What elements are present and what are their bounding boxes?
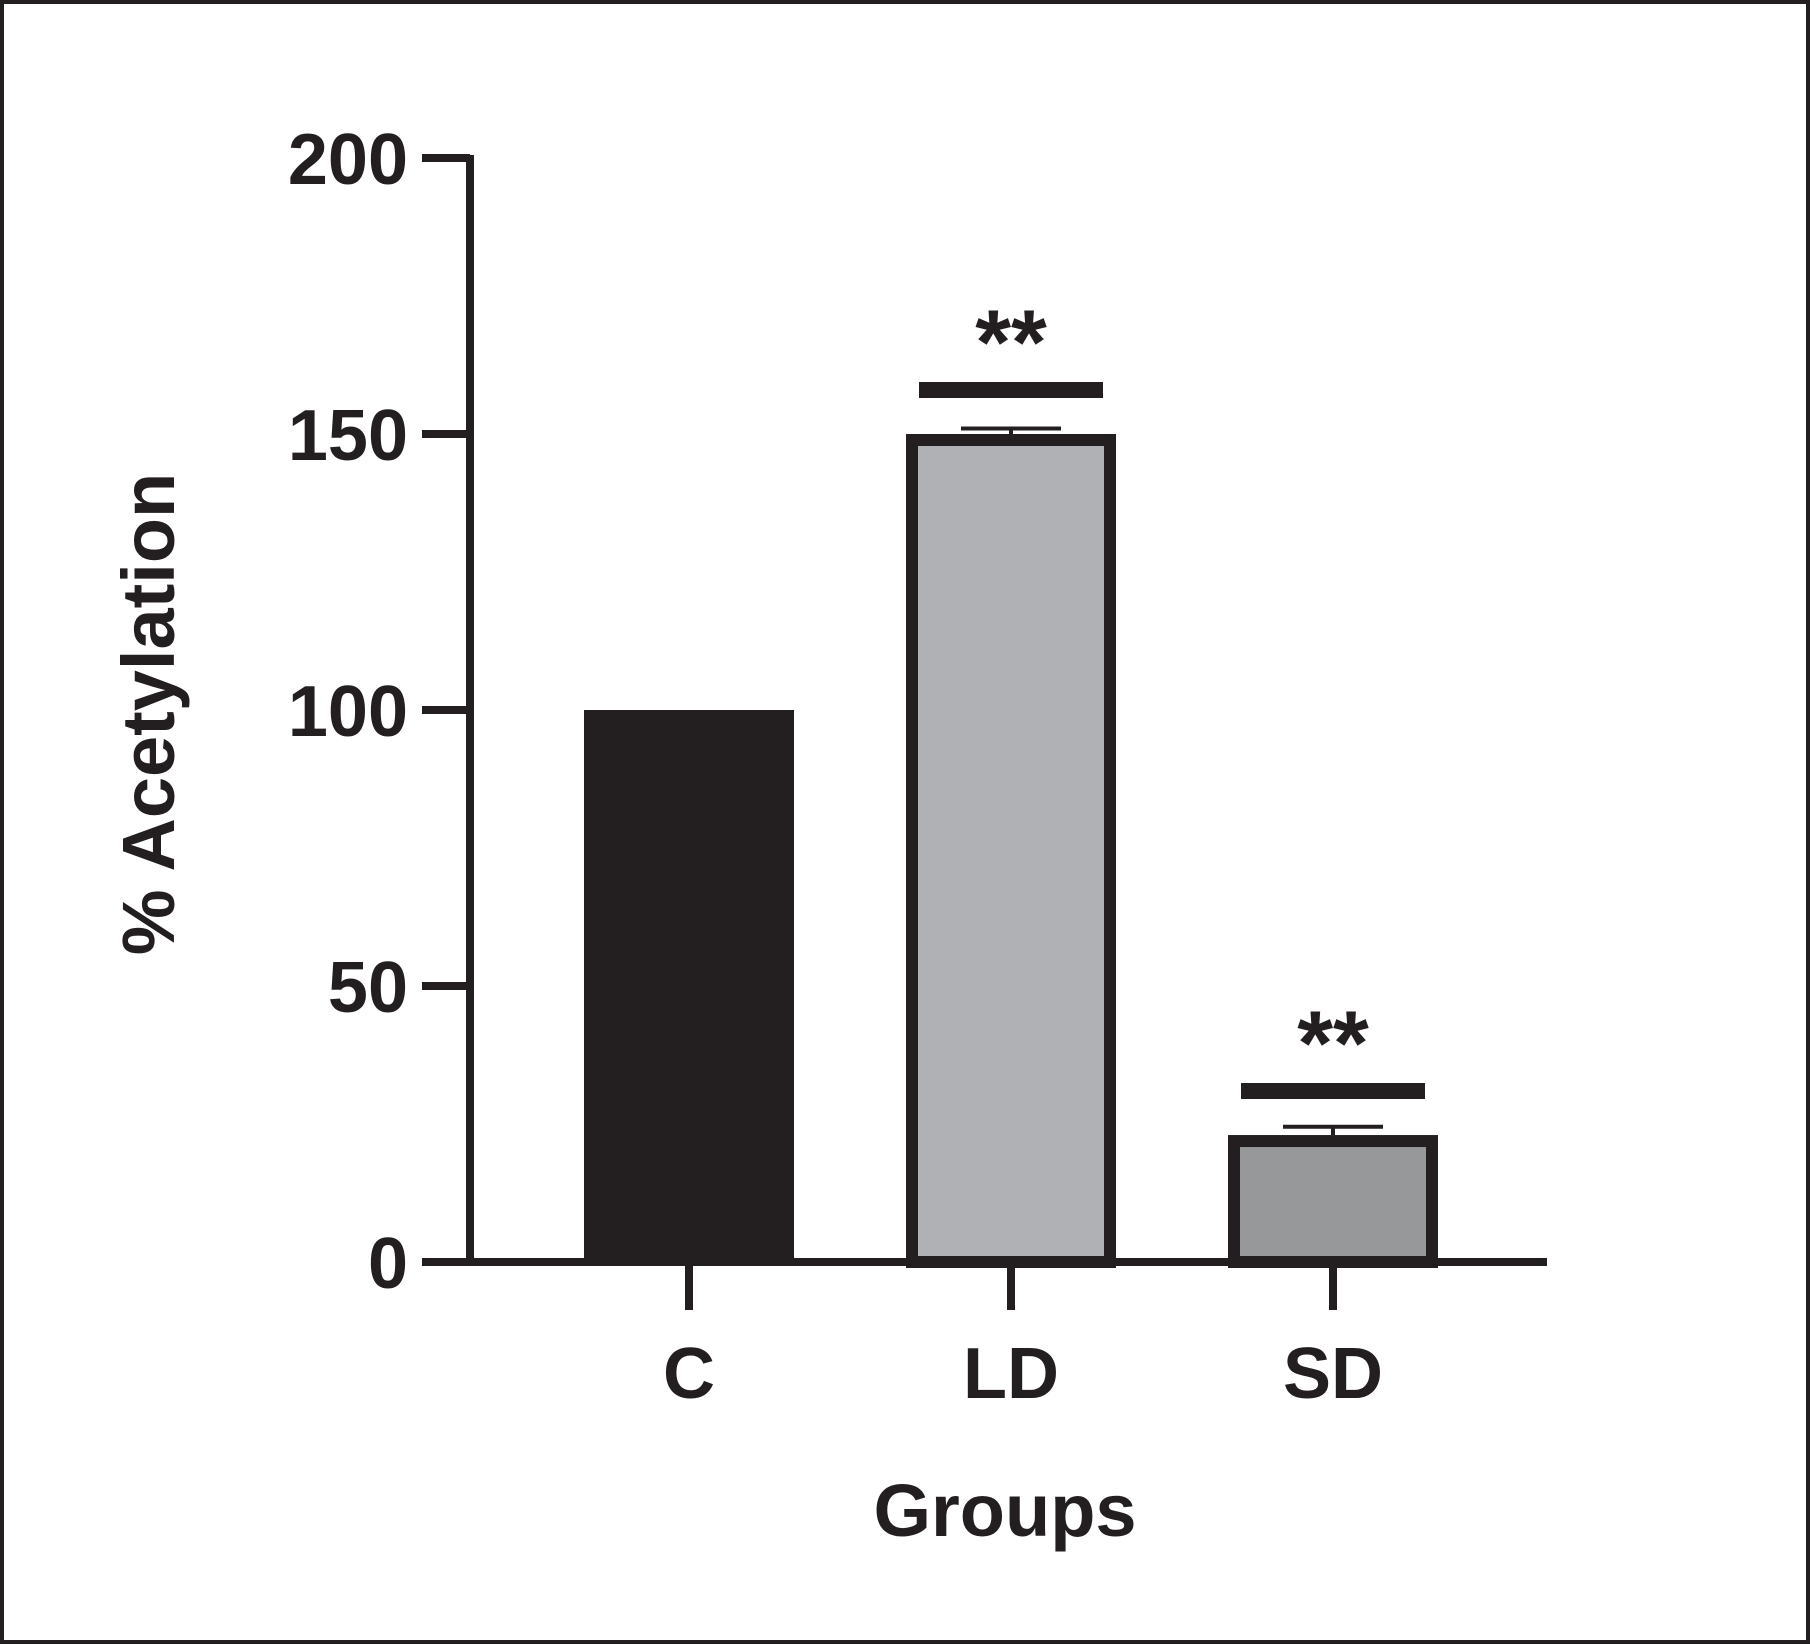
y-axis-label: % Acetylation bbox=[107, 473, 190, 955]
y-tick-label: 150 bbox=[288, 396, 408, 476]
significance-label-SD: ** bbox=[1297, 993, 1369, 1095]
x-tick-label-C: C bbox=[663, 1334, 715, 1414]
y-tick-label: 50 bbox=[328, 948, 408, 1028]
bar-chart: 0 50 100 150 200 C LD SD ** ** % Acetylation Gr… bbox=[107, 120, 1547, 1552]
x-tick-label-SD: SD bbox=[1283, 1334, 1383, 1414]
bar-SD bbox=[1228, 1135, 1438, 1269]
bars: ** ** bbox=[584, 292, 1438, 1269]
bar-LD bbox=[906, 434, 1116, 1268]
y-tick-label: 200 bbox=[288, 120, 408, 200]
x-axis-label: Groups bbox=[873, 1469, 1136, 1552]
y-tick-label: 0 bbox=[368, 1224, 408, 1304]
x-axis: C LD SD bbox=[466, 1258, 1547, 1414]
y-tick-label: 100 bbox=[288, 672, 408, 752]
x-tick-label-LD: LD bbox=[963, 1334, 1059, 1414]
significance-label-LD: ** bbox=[975, 292, 1047, 394]
y-axis: 0 50 100 150 200 bbox=[288, 120, 474, 1304]
bar-C bbox=[584, 710, 794, 1262]
